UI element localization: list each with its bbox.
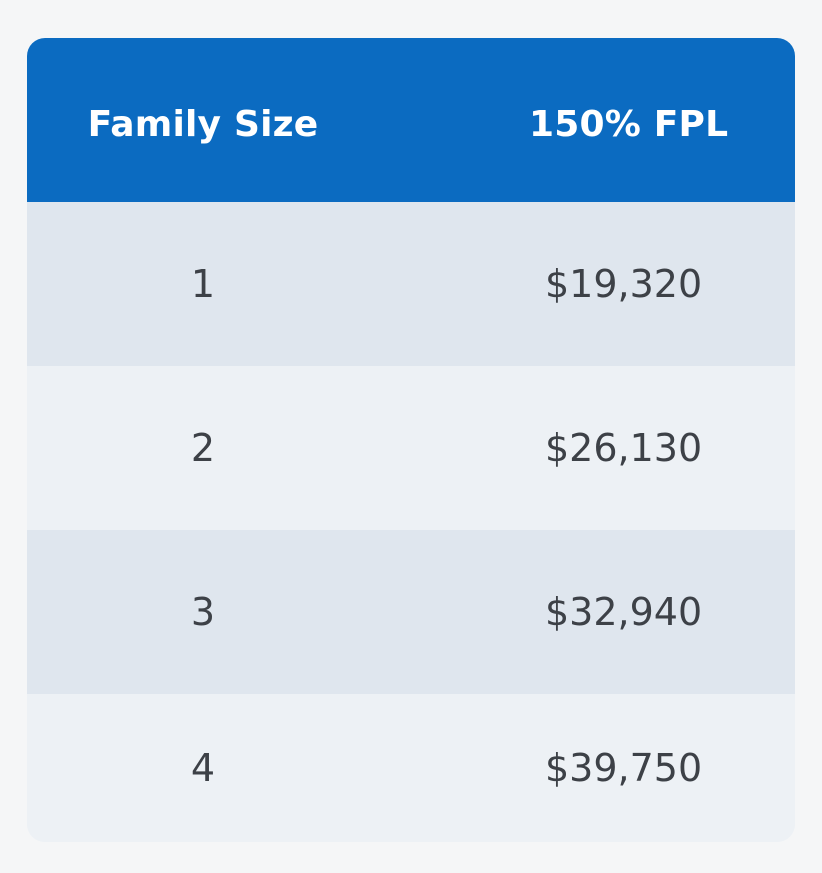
table-row: 1 $19,320 (27, 202, 795, 366)
header-family-size: Family Size (87, 103, 319, 145)
fpl-cell: $32,940 (545, 590, 703, 634)
family-size-cell: 1 (190, 262, 216, 306)
table-row: 4 $39,750 (27, 694, 795, 842)
fpl-cell: $26,130 (545, 426, 703, 470)
family-size-cell: 4 (190, 746, 216, 790)
fpl-cell: $19,320 (545, 262, 703, 306)
fpl-cell: $39,750 (545, 746, 703, 790)
table-row: 3 $32,940 (27, 530, 795, 694)
family-size-cell: 2 (190, 426, 216, 470)
family-size-cell: 3 (190, 590, 216, 634)
header-fpl: 150% FPL (529, 103, 729, 145)
table-header-row: Family Size 150% FPL (27, 38, 795, 202)
fpl-table: Family Size 150% FPL 1 $19,320 2 $26,130… (27, 38, 795, 842)
table-row: 2 $26,130 (27, 366, 795, 530)
